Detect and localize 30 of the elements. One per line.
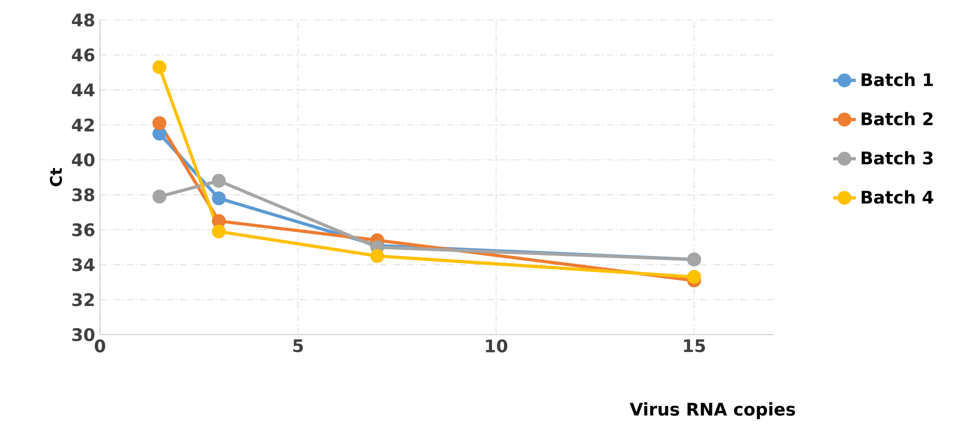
point [212, 192, 226, 206]
y-tick-label: 30 [72, 328, 94, 342]
point [687, 270, 702, 284]
x-tick-label: 0 [94, 340, 106, 353]
x-tick-label: 5 [293, 340, 303, 352]
point [152, 116, 166, 130]
legend-label: Batch 1 [862, 73, 933, 86]
x-axis-title: Virus RNA copies [630, 402, 796, 420]
y-tick-label: 48 [72, 14, 94, 27]
y-tick-label: 44 [72, 84, 95, 96]
y-tick-label: 46 [72, 48, 94, 62]
point [370, 249, 384, 264]
legend-label: Batch 2 [862, 112, 933, 126]
y-tick-label: 38 [72, 188, 94, 202]
point [212, 214, 226, 228]
point [152, 126, 166, 141]
y-tick-label: 42 [72, 118, 94, 132]
x-tick-label: 10 [486, 340, 508, 353]
point [152, 190, 166, 204]
x-tick-label: 15 [684, 340, 705, 352]
point [212, 174, 226, 188]
y-tick-label: 34 [72, 258, 95, 272]
legend-label: Batch 3 [862, 151, 933, 165]
point [212, 224, 226, 239]
legend-label: Batch 4 [862, 190, 934, 204]
y-tick-label: 40 [72, 154, 94, 167]
y-tick-label: 36 [72, 223, 94, 237]
point [152, 60, 166, 74]
y-axis-title: Ct [50, 168, 62, 186]
y-tick-label: 32 [72, 293, 94, 306]
